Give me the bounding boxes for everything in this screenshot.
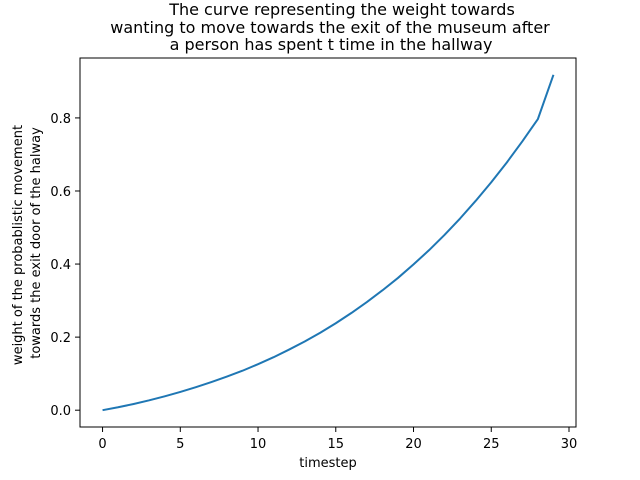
x-tick-label: 30 — [561, 437, 578, 452]
chart-title-line-3: a person has spent t time in the hallway — [170, 35, 493, 54]
x-axis-ticks: 0 5 10 15 20 25 30 — [98, 427, 577, 452]
x-tick-label: 10 — [250, 437, 267, 452]
y-tick-label: 0.0 — [50, 404, 71, 419]
y-tick-label: 0.4 — [50, 258, 71, 273]
x-axis-label: timestep — [299, 456, 357, 471]
y-tick-label: 0.8 — [50, 112, 71, 127]
chart-title-line-2: wanting to move towards the exit of the … — [110, 18, 550, 37]
x-tick-label: 20 — [405, 437, 422, 452]
series-layer — [102, 74, 555, 412]
x-tick-label: 0 — [98, 437, 106, 452]
x-tick-label: 5 — [176, 437, 184, 452]
chart-title: The curve representing the weight toward… — [110, 0, 550, 54]
plot-frame — [79, 57, 577, 428]
x-tick-label: 15 — [328, 437, 345, 452]
series-line-1 — [102, 74, 555, 412]
y-axis-ticks: 0.0 0.2 0.4 0.6 0.8 — [50, 112, 80, 419]
y-tick-label: 0.6 — [50, 185, 71, 200]
y-axis-label-line-2: towards the exit door of the halway — [29, 127, 44, 359]
y-axis-label-line-1: weight of the probablistic movement — [11, 125, 26, 365]
chart-title-line-1: The curve representing the weight toward… — [168, 0, 515, 19]
x-tick-label: 25 — [483, 437, 500, 452]
y-tick-label: 0.2 — [50, 331, 71, 346]
y-axis-label: weight of the probablistic movement towa… — [11, 125, 44, 365]
